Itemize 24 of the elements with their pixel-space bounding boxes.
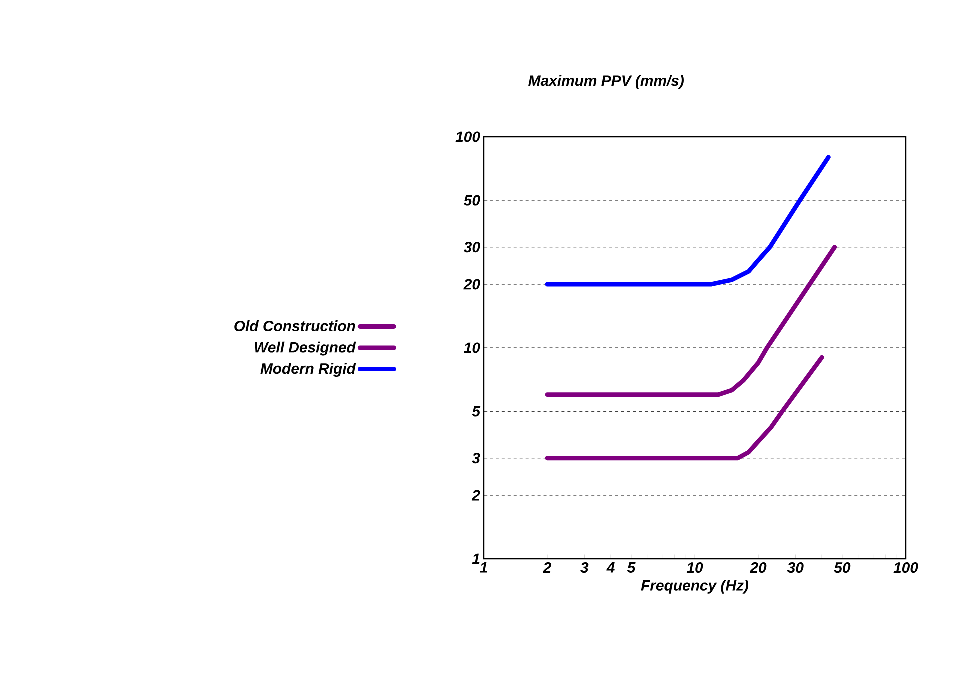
y-tick-label: 1 [472, 554, 480, 564]
y-tick-label: 2 [472, 490, 480, 501]
x-tick-label: 2 [543, 562, 552, 573]
legend-label: Modern Rigid [260, 363, 356, 378]
y-tick-label: 100 [456, 132, 480, 142]
y-tick-label: 3 [472, 453, 480, 464]
x-tick-label: 20 [750, 562, 767, 574]
x-tick-label: 3 [580, 562, 589, 574]
x-tick-label: 4 [606, 562, 615, 573]
y-axis-title: Maximum PPV (mm/s) [528, 75, 684, 90]
legend-label: Well Designed [255, 342, 356, 356]
x-tick-label: 1 [480, 562, 488, 573]
y-tick-label: 30 [464, 242, 480, 253]
y-tick-label: 5 [472, 406, 481, 417]
x-axis-title: Frequency (Hz) [641, 580, 749, 594]
y-tick-label: 10 [464, 342, 480, 354]
x-tick-label: 10 [686, 562, 704, 574]
y-tick-label: 50 [464, 195, 480, 206]
y-tick-label: 20 [464, 279, 480, 290]
x-tick-label: 5 [627, 562, 636, 573]
x-tick-label: 50 [834, 562, 851, 574]
x-tick-label: 30 [787, 562, 804, 574]
legend-label: Old Construction [234, 320, 356, 332]
x-tick-label: 100 [894, 562, 918, 574]
